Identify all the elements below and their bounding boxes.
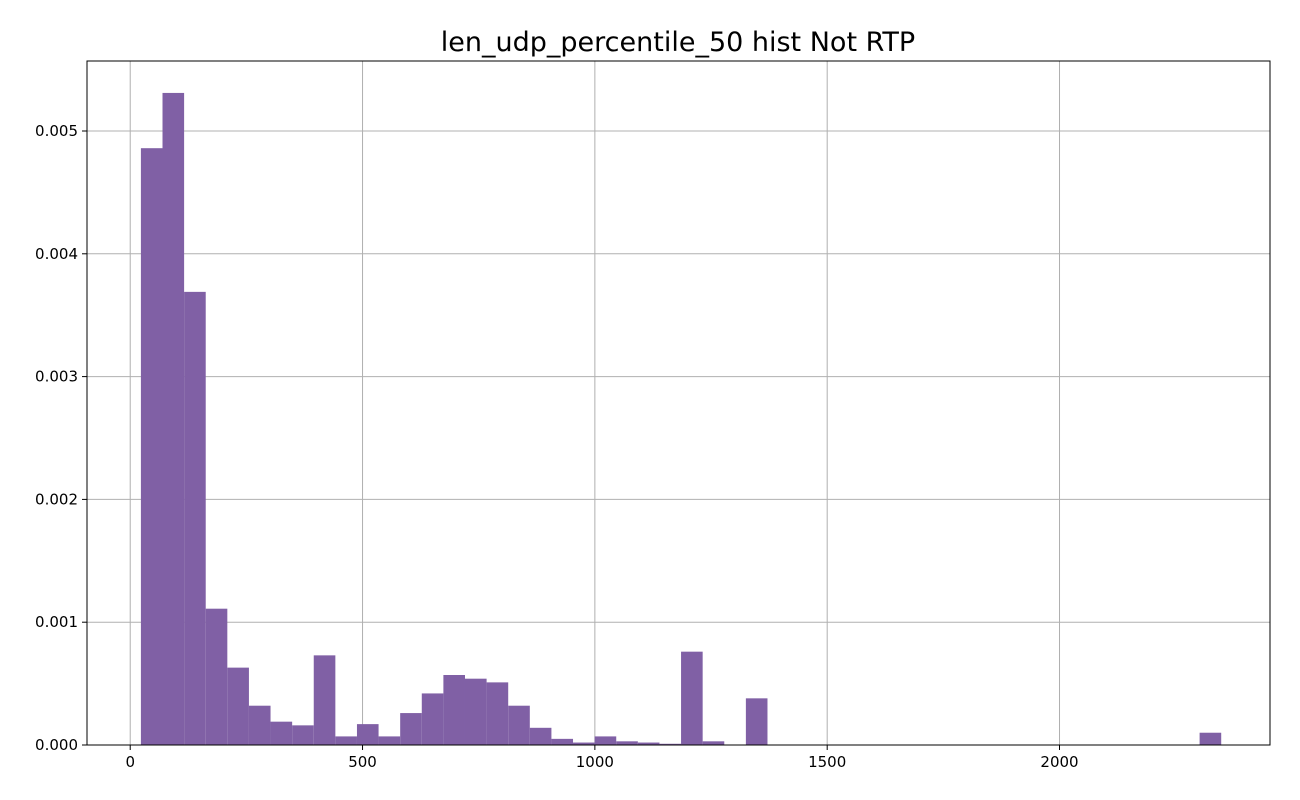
histogram-bar — [594, 736, 617, 745]
x-tick-label: 0 — [125, 753, 135, 771]
histogram-bar — [421, 693, 444, 745]
histogram-bar — [659, 743, 682, 745]
histogram-bar — [508, 705, 530, 745]
histogram-bar — [400, 713, 422, 745]
histogram-bar — [616, 741, 638, 745]
histogram-bar — [486, 682, 509, 745]
histogram-bar — [335, 736, 357, 745]
x-axis: 0 500 1000 1500 2000 — [125, 745, 1079, 771]
y-tick-label: 0.004 — [35, 245, 78, 263]
grid-lines — [87, 61, 1270, 746]
histogram-bar — [140, 148, 163, 746]
x-tick-label: 1500 — [808, 753, 846, 771]
histogram-bar — [205, 608, 228, 745]
histogram-bar — [702, 741, 725, 745]
y-tick-label: 0.005 — [35, 122, 78, 140]
histogram-bar — [248, 705, 271, 745]
histogram-bar — [573, 742, 595, 745]
histogram-bars — [140, 92, 1222, 746]
y-tick-label: 0.002 — [35, 490, 78, 508]
histogram-bar — [1199, 732, 1222, 745]
histogram-bar — [270, 721, 293, 745]
histogram-bar — [292, 725, 314, 745]
histogram-bar — [162, 92, 185, 746]
histogram-bar — [313, 655, 336, 745]
plot-area-frame — [86, 60, 1271, 746]
histogram-bar — [529, 727, 552, 745]
histogram-bar — [745, 698, 768, 745]
y-tick-label: 0.003 — [35, 368, 78, 386]
histogram-bar — [443, 675, 465, 745]
x-tick-label: 1000 — [576, 753, 614, 771]
histogram-bar — [227, 667, 249, 745]
histogram-bar — [356, 724, 379, 745]
x-tick-label: 2000 — [1040, 753, 1078, 771]
histogram-bar — [378, 736, 401, 745]
x-tick-label: 500 — [348, 753, 377, 771]
histogram-bar — [551, 738, 574, 745]
histogram-bar — [637, 742, 660, 745]
histogram-bar — [184, 291, 206, 745]
y-tick-label: 0.000 — [35, 736, 78, 754]
chart-title: len_udp_percentile_50 hist Not RTP — [441, 27, 915, 58]
histogram-bar — [464, 678, 487, 745]
histogram-bar — [681, 651, 703, 745]
y-axis: 0.000 0.001 0.002 0.003 0.004 0.005 — [35, 122, 87, 754]
y-tick-label: 0.001 — [35, 613, 78, 631]
